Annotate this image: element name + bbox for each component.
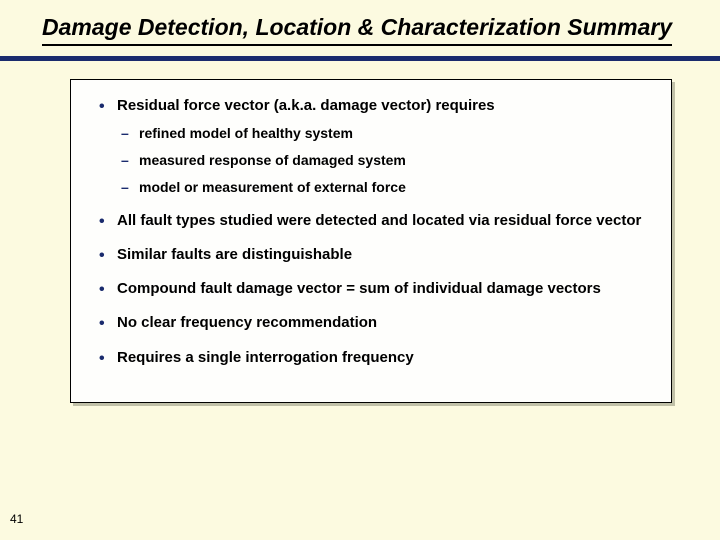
sub-bullet-item: refined model of healthy system (117, 124, 647, 143)
bullet-item: Requires a single interrogation frequenc… (95, 348, 647, 368)
sub-bullet-item: measured response of damaged system (117, 151, 647, 170)
bullet-text: Residual force vector (a.k.a. damage vec… (117, 97, 495, 114)
title-area: Damage Detection, Location & Characteriz… (0, 0, 720, 52)
page-number: 41 (10, 512, 23, 526)
content-wrap: Residual force vector (a.k.a. damage vec… (0, 61, 720, 403)
content-box: Residual force vector (a.k.a. damage vec… (70, 79, 672, 403)
sub-bullet-list: refined model of healthy system measured… (117, 124, 647, 197)
bullet-item: No clear frequency recommendation (95, 313, 647, 333)
bullet-item: All fault types studied were detected an… (95, 211, 647, 231)
bullet-item: Compound fault damage vector = sum of in… (95, 279, 647, 299)
bullet-item: Residual force vector (a.k.a. damage vec… (95, 96, 647, 197)
bullet-item: Similar faults are distinguishable (95, 245, 647, 265)
sub-bullet-item: model or measurement of external force (117, 178, 647, 197)
bullet-list: Residual force vector (a.k.a. damage vec… (95, 96, 647, 368)
slide-title: Damage Detection, Location & Characteriz… (42, 14, 672, 46)
